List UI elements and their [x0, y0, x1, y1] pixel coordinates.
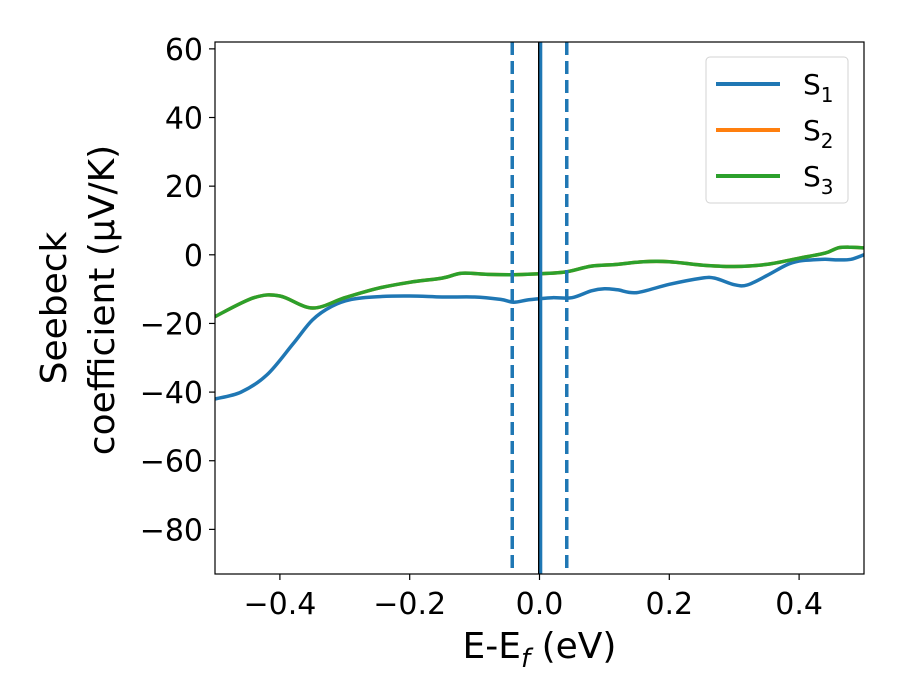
legend-entries: S1 S2 S3	[716, 68, 834, 199]
x-axis-label-unit: (eV)	[530, 626, 616, 667]
y-tick-label: −80	[140, 513, 203, 548]
y-tick-label: 40	[165, 102, 203, 137]
legend-label-s3: S3	[803, 160, 834, 199]
x-tick-label: 0.4	[775, 587, 823, 622]
y-tick-label: 60	[165, 33, 203, 68]
series-line-s1	[215, 253, 864, 401]
x-axis-label: E-Ef (eV)	[463, 626, 617, 674]
x-tick-label: 0.0	[516, 587, 564, 622]
x-axis-ticks: −0.4 −0.2 0.0 0.2 0.4	[243, 574, 823, 622]
y-axis-label-line1: Seebeck	[34, 231, 75, 384]
y-tick-label: −60	[140, 445, 203, 480]
vline-layer	[510, 42, 569, 574]
x-axis-label-base: E-E	[463, 626, 521, 667]
y-axis-ticks: −80 −60 −40 −20 0 20 40 60	[140, 33, 215, 548]
y-tick-label: −20	[140, 307, 203, 342]
legend-label-s2: S2	[803, 114, 834, 153]
y-tick-label: −40	[140, 376, 203, 411]
x-tick-label: −0.4	[243, 587, 316, 622]
x-tick-label: 0.2	[645, 587, 693, 622]
y-axis-label-line2: coefficient (μV/K)	[82, 145, 123, 455]
y-tick-label: 20	[165, 170, 203, 205]
y-tick-label: 0	[184, 239, 203, 274]
legend-label-s1: S1	[803, 68, 834, 107]
x-tick-label: −0.2	[373, 587, 446, 622]
legend: S1 S2 S3	[705, 56, 849, 204]
